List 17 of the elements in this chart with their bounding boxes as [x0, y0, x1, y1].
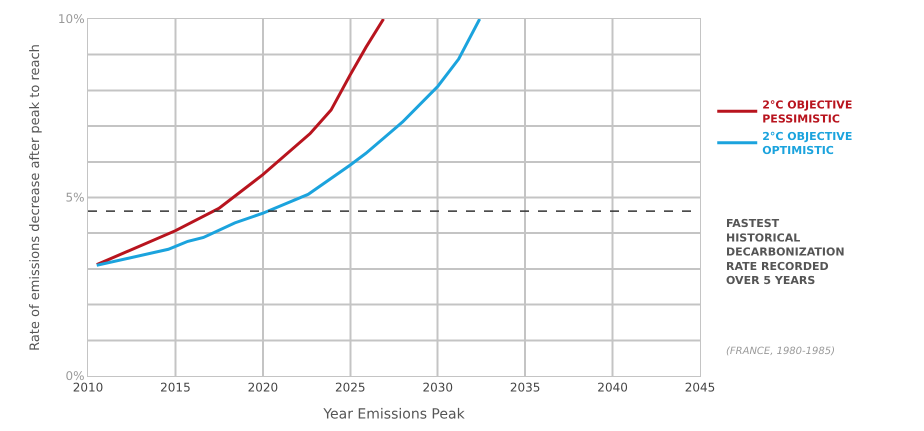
- x-tick-label: 2015: [160, 380, 191, 394]
- legend-label: 2°C OBJECTIVE PESSIMISTIC: [762, 98, 852, 126]
- line-series: [95, 19, 482, 267]
- line-series: [95, 19, 386, 266]
- ref-line-label: FASTEST HISTORICAL DECARBONIZATION RATE RECORDED OVER 5 YEARS: [726, 217, 845, 288]
- y-tick-label: 10%: [58, 12, 85, 26]
- x-tick-label: 2045: [684, 380, 716, 394]
- x-tick-label: 2025: [335, 380, 366, 394]
- legend-label: 2°C OBJECTIVE OPTIMISTIC: [762, 130, 852, 158]
- x-tick-label: 2040: [597, 380, 628, 394]
- x-tick-label: 2030: [422, 380, 453, 394]
- text: (FRANCE, 1980-1985): [726, 346, 835, 357]
- y-tick-label: 5%: [66, 190, 85, 205]
- y-axis-title: Rate of emissions decrease after peak to reach: [28, 44, 43, 351]
- x-axis-title: Year Emissions Peak: [322, 406, 466, 423]
- x-tick-label: 2020: [248, 380, 278, 394]
- x-tick-label: 2035: [510, 380, 540, 394]
